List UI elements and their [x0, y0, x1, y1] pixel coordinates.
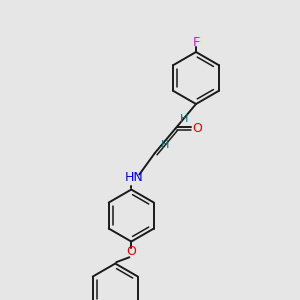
Text: H: H — [161, 140, 169, 150]
Text: HN: HN — [125, 171, 144, 184]
Text: O: O — [193, 122, 202, 135]
Text: H: H — [180, 113, 189, 124]
Text: F: F — [192, 35, 200, 49]
Text: O: O — [126, 245, 136, 258]
